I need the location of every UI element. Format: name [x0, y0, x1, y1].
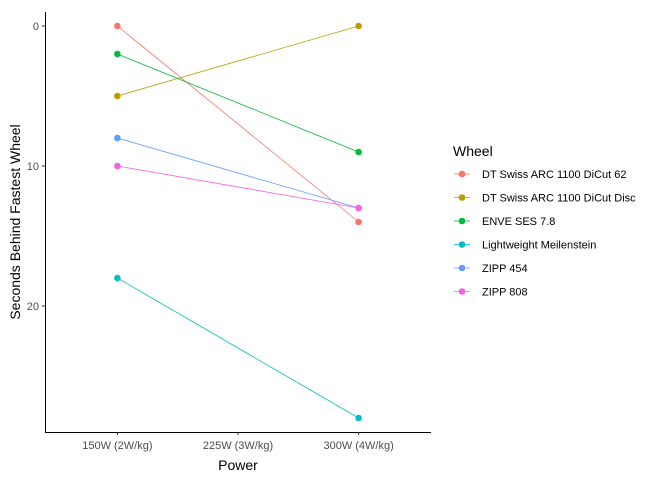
- series-line: [117, 53, 359, 153]
- axes: 0 10 20 150W (2W/kg) 225W (3W/kg) 300W (4W/k…: [7, 12, 431, 473]
- y-axis-title: Seconds Behind Fastest Wheel: [7, 124, 23, 319]
- legend-key-point: [458, 194, 466, 201]
- data-point: [114, 50, 121, 58]
- legend-key-point: [458, 217, 466, 225]
- series-line: [117, 25, 359, 97]
- x-tick-label: 225W (3W/kg): [203, 440, 273, 452]
- x-ticks: 150W (2W/kg) 225W (3W/kg) 300W (4W/kg): [82, 432, 394, 452]
- data-point: [114, 22, 121, 30]
- y-tick-label: 10: [27, 161, 39, 173]
- data-point: [114, 274, 121, 282]
- x-tick-label: 300W (4W/kg): [323, 440, 393, 452]
- data-point: [355, 148, 362, 156]
- legend-title: Wheel: [453, 143, 493, 159]
- legend-label: Lightweight Meilenstein: [482, 240, 596, 252]
- legend-key-point: [458, 264, 466, 272]
- series-line: [117, 137, 359, 209]
- data-point: [114, 92, 121, 100]
- data-point: [114, 134, 121, 142]
- legend-item: Lightweight Meilenstein: [454, 240, 596, 252]
- legend-item: DT Swiss ARC 1100 DiCut 62: [454, 169, 626, 181]
- legend-key-point: [458, 241, 466, 248]
- y-tick-label: 20: [27, 301, 39, 313]
- series-line: [117, 165, 359, 209]
- data-point: [355, 414, 362, 422]
- x-tick-label: 150W (2W/kg): [82, 440, 152, 452]
- series-group: [114, 22, 362, 226]
- legend-label: ZIPP 808: [482, 287, 528, 299]
- legend-items: DT Swiss ARC 1100 DiCut 62 DT Swiss ARC 1…: [454, 169, 636, 299]
- legend-label: DT Swiss ARC 1100 DiCut Disc: [482, 193, 636, 205]
- legend-item: ENVE SES 7.8: [454, 216, 555, 228]
- legend-item: ZIPP 808: [454, 287, 528, 299]
- series-group: [114, 22, 362, 100]
- data-point: [355, 218, 362, 226]
- series-group: [114, 134, 362, 212]
- series-group: [114, 162, 362, 212]
- y-tick-label: 0: [33, 21, 39, 33]
- data-point: [114, 162, 121, 170]
- legend-item: ZIPP 454: [454, 263, 528, 275]
- series-line: [117, 25, 359, 223]
- series-group: [114, 274, 362, 422]
- legend-item: DT Swiss ARC 1100 DiCut Disc: [454, 193, 636, 205]
- legend-label: ZIPP 454: [482, 263, 528, 275]
- plot-area: [114, 22, 362, 422]
- data-point: [355, 22, 362, 30]
- y-ticks: 0 10 20: [27, 21, 45, 313]
- x-axis-title: Power: [218, 457, 258, 473]
- legend-key-point: [458, 170, 466, 178]
- series-line: [117, 277, 359, 419]
- data-point: [355, 204, 362, 212]
- series-group: [114, 50, 362, 156]
- legend-key-point: [458, 288, 466, 295]
- legend-label: ENVE SES 7.8: [482, 216, 555, 228]
- legend-label: DT Swiss ARC 1100 DiCut 62: [482, 169, 626, 181]
